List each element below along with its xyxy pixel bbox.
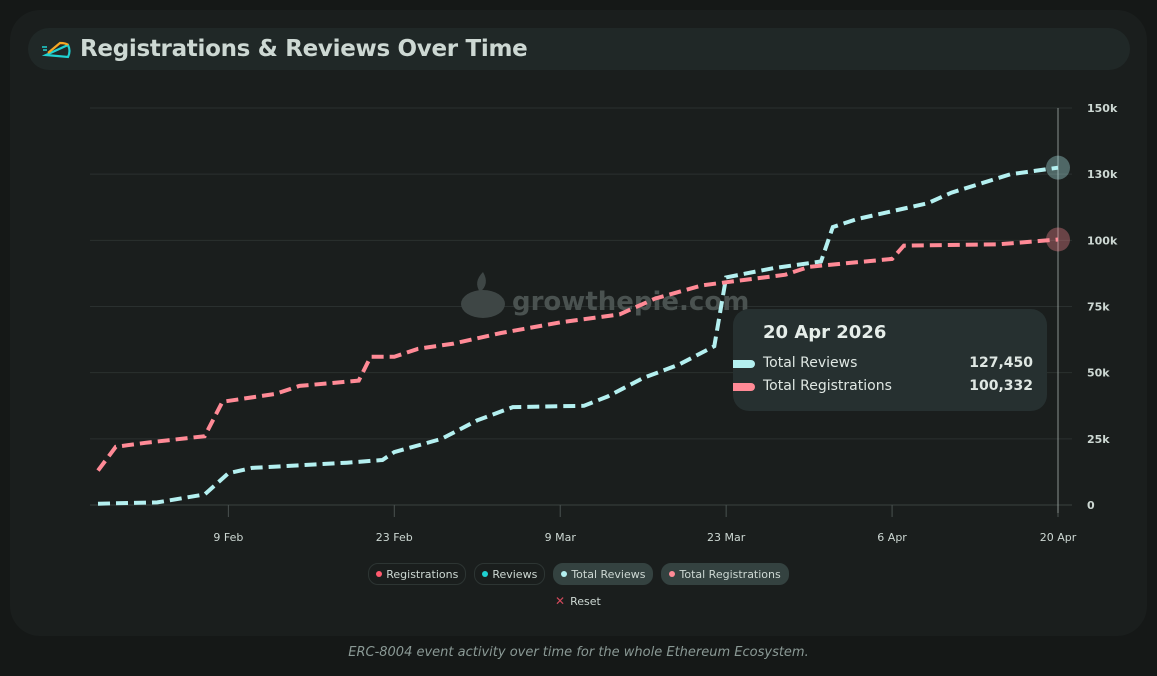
- legend-item-registrations[interactable]: Registrations: [368, 563, 467, 585]
- series-line-total-reviews: [97, 165, 1059, 506]
- x-tick-label: 23 Mar: [707, 531, 746, 544]
- tooltip-value: 100,332: [969, 378, 1033, 394]
- y-tick-label: 0: [1087, 499, 1095, 512]
- x-tick-label: 6 Apr: [877, 531, 907, 544]
- chart-title: Registrations & Reviews Over Time: [80, 36, 528, 62]
- y-tick-label: 25k: [1087, 433, 1110, 446]
- y-tick-label: 100k: [1087, 234, 1118, 247]
- tooltip-row-registrations: Total Registrations 100,332: [733, 378, 1033, 398]
- tooltip-swatch: [733, 383, 755, 391]
- tooltip-label: Total Reviews: [763, 355, 858, 371]
- watermark-text: growthepie.com: [512, 287, 749, 317]
- pie-icon: [41, 41, 71, 59]
- series-marker: [1046, 155, 1070, 180]
- legend-label: Reviews: [492, 567, 538, 581]
- legend: Registrations Reviews Total Reviews Total R…: [0, 563, 1157, 585]
- y-tick-label: 130k: [1087, 168, 1118, 181]
- legend-label: Total Reviews: [571, 567, 646, 581]
- close-icon: ✕: [555, 594, 566, 608]
- tooltip-date: 20 Apr 2026: [763, 322, 887, 343]
- x-tick-label: 23 Feb: [376, 531, 413, 544]
- legend-item-reviews[interactable]: Reviews: [474, 563, 546, 585]
- tooltip-label: Total Registrations: [763, 378, 892, 394]
- legend-label: Registrations: [386, 567, 459, 581]
- legend-dot-icon: [669, 571, 676, 577]
- reset-button[interactable]: ✕ Reset: [555, 594, 601, 608]
- watermark-logo-icon: [461, 290, 505, 318]
- caption: ERC-8004 event activity over time for th…: [348, 645, 809, 660]
- watermark-flame-icon: [477, 272, 486, 292]
- y-tick-label: 50k: [1087, 367, 1110, 380]
- series-line-total-registrations: [96, 237, 1059, 472]
- reset-label: Reset: [570, 594, 601, 608]
- legend-dot-icon: [482, 571, 489, 577]
- series-marker: [1046, 227, 1070, 252]
- y-tick-label: 75k: [1087, 301, 1110, 314]
- legend-label: Total Registrations: [679, 567, 781, 581]
- tooltip-value: 127,450: [969, 355, 1033, 371]
- legend-dot-icon: [561, 571, 568, 577]
- legend-item-total-registrations[interactable]: Total Registrations: [661, 563, 789, 585]
- tooltip-row-reviews: Total Reviews 127,450: [733, 355, 1033, 375]
- legend-dot-icon: [376, 571, 383, 577]
- x-tick-label: 9 Feb: [213, 531, 243, 544]
- y-tick-label: 150k: [1087, 102, 1118, 115]
- tooltip: 20 Apr 2026 Total Reviews 127,450 Total …: [733, 309, 1047, 411]
- legend-item-total-reviews[interactable]: Total Reviews: [553, 563, 654, 585]
- x-tick-label: 20 Apr: [1040, 531, 1077, 544]
- title-bar: Registrations & Reviews Over Time: [28, 28, 1130, 70]
- tooltip-swatch: [733, 360, 755, 368]
- x-tick-label: 9 Mar: [545, 531, 577, 544]
